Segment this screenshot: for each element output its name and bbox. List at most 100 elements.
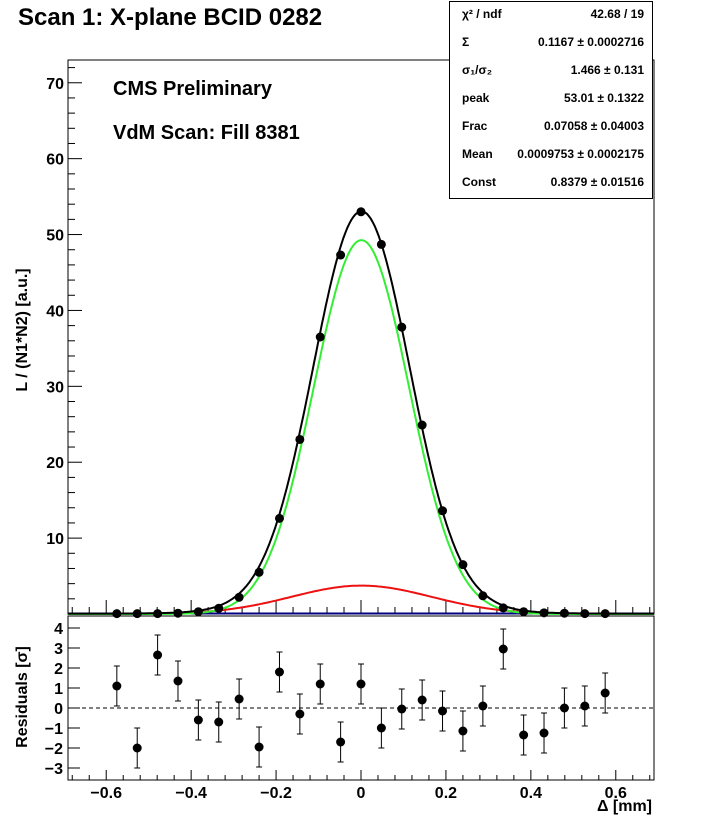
residual-point xyxy=(336,737,346,747)
stat-name: Frac xyxy=(462,119,488,133)
data-point xyxy=(153,609,163,619)
y-tick-label: 20 xyxy=(46,455,64,472)
data-point xyxy=(498,603,508,613)
data-point xyxy=(539,608,549,618)
data-point xyxy=(132,609,142,619)
residual-point xyxy=(173,676,183,686)
data-point xyxy=(600,609,610,619)
fit-stats-box: χ² / ndf 42.68 / 19 Σ 0.1167 ± 0.0002716… xyxy=(449,1,653,199)
data-point xyxy=(478,591,488,601)
residual-point xyxy=(214,717,224,727)
x-tick-label: 0.4 xyxy=(520,785,542,802)
x-tick-label: −0.4 xyxy=(175,785,207,802)
stat-row-sigma: Σ 0.1167 ± 0.0002716 xyxy=(450,31,652,55)
stat-value: 42.68 / 19 xyxy=(590,7,644,21)
data-point xyxy=(295,434,305,444)
y-tick-label: 10 xyxy=(46,531,64,548)
stat-row-mean: Mean 0.0009753 ± 0.0002175 xyxy=(450,143,652,167)
stat-row-chi2: χ² / ndf 42.68 / 19 xyxy=(450,3,652,27)
residual-point xyxy=(438,706,448,716)
residual-point xyxy=(112,681,122,691)
data-point xyxy=(214,603,224,613)
total-fit-curve xyxy=(68,210,654,615)
residual-point xyxy=(600,688,610,698)
data-point xyxy=(173,608,183,618)
data-point xyxy=(397,322,407,332)
residual-y-tick-label: 3 xyxy=(54,641,63,658)
residual-point xyxy=(559,703,569,713)
data-point xyxy=(112,609,122,619)
stat-name: χ² / ndf xyxy=(462,7,502,21)
data-point xyxy=(559,608,569,618)
data-point xyxy=(274,513,284,523)
residual-point xyxy=(295,709,305,719)
data-point xyxy=(336,250,346,260)
data-point xyxy=(417,420,427,430)
stat-row-const: Const 0.8379 ± 0.01516 xyxy=(450,171,652,195)
residual-point xyxy=(132,743,142,753)
x-tick-label: −0.6 xyxy=(90,785,122,802)
y-tick-label: 50 xyxy=(46,228,64,245)
residual-y-tick-label: −2 xyxy=(45,741,63,758)
data-point xyxy=(315,332,325,342)
residual-point xyxy=(193,715,203,725)
stat-value: 1.466 ± 0.131 xyxy=(570,63,644,77)
stat-row-sigma-ratio: σ₁/σ₂ 1.466 ± 0.131 xyxy=(450,59,652,83)
residual-point xyxy=(580,701,590,711)
residual-point xyxy=(417,695,427,705)
residual-point xyxy=(315,679,325,689)
stat-name: σ₁/σ₂ xyxy=(462,63,493,77)
stat-value: 0.07058 ± 0.04003 xyxy=(543,119,644,133)
residual-y-tick-label: −1 xyxy=(45,721,63,738)
residual-point xyxy=(397,704,407,714)
residual-y-tick-label: 0 xyxy=(54,701,63,718)
residual-point xyxy=(356,679,366,689)
x-axis-label: Δ [mm] xyxy=(597,798,652,815)
y-tick-label: 30 xyxy=(46,379,64,396)
residual-y-tick-label: 4 xyxy=(54,621,63,638)
residual-point xyxy=(153,650,163,660)
y-tick-label: 70 xyxy=(46,76,64,93)
vdm-scan-label: VdM Scan: Fill 8381 xyxy=(113,122,300,144)
residual-y-axis-label: Residuals [σ] xyxy=(14,646,31,748)
data-point xyxy=(356,207,366,217)
y-tick-label: 40 xyxy=(46,303,64,320)
x-tick-label: 0.6 xyxy=(605,785,627,802)
data-point xyxy=(519,607,529,617)
stat-name: Mean xyxy=(462,147,493,161)
stat-value: 0.0009753 ± 0.0002175 xyxy=(517,147,644,161)
data-point xyxy=(234,592,244,602)
residual-point xyxy=(478,701,488,711)
residual-point xyxy=(376,723,386,733)
cms-preliminary-label: CMS Preliminary xyxy=(113,78,272,100)
x-tick-label: −0.2 xyxy=(260,785,292,802)
residual-point xyxy=(519,730,529,740)
narrow-gaussian-curve xyxy=(68,239,654,615)
stat-value: 53.01 ± 0.1322 xyxy=(564,91,644,105)
residual-point xyxy=(498,644,508,654)
stat-row-frac: Frac 0.07058 ± 0.04003 xyxy=(450,115,652,139)
residual-point xyxy=(254,742,264,752)
data-point xyxy=(438,506,448,516)
data-point xyxy=(458,560,468,570)
chart-title: Scan 1: X-plane BCID 0282 xyxy=(18,4,323,31)
data-point xyxy=(193,607,203,617)
residual-point xyxy=(539,728,549,738)
residual-point xyxy=(458,726,468,736)
residual-y-tick-label: −3 xyxy=(45,761,63,778)
residual-y-tick-label: 1 xyxy=(54,681,63,698)
x-tick-label: 0 xyxy=(357,785,366,802)
stat-name: peak xyxy=(462,91,490,105)
x-tick-label: 0.2 xyxy=(435,785,457,802)
stat-value: 0.8379 ± 0.01516 xyxy=(550,175,644,189)
y-axis-label: L / (N1*N2) [a.u.] xyxy=(14,268,31,391)
residual-point xyxy=(274,667,284,677)
stat-name: Const xyxy=(462,175,496,189)
residual-y-tick-label: 2 xyxy=(54,661,63,678)
stat-name: Σ xyxy=(462,35,470,49)
stat-row-peak: peak 53.01 ± 0.1322 xyxy=(450,87,652,111)
stat-value: 0.1167 ± 0.0002716 xyxy=(537,35,644,49)
data-point xyxy=(580,609,590,619)
data-point xyxy=(376,239,386,249)
